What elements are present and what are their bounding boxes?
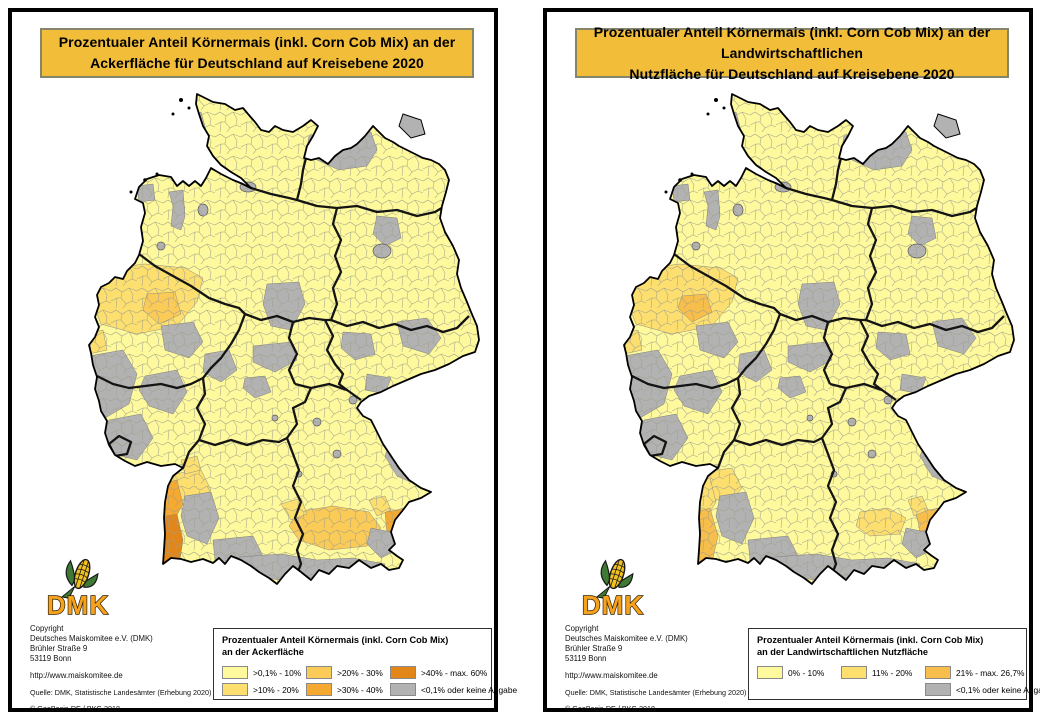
- legend-title-line1: Prozentualer Anteil Körnermais (inkl. Co…: [222, 635, 449, 645]
- island-ruegen: [398, 113, 426, 139]
- legend-label: 21% - max. 26,7%: [956, 667, 1025, 678]
- panel-title-line2: Ackerfläche für Deutschland auf Kreisebe…: [90, 55, 424, 71]
- copyright-block: Copyright Deutsches Maiskomitee e.V. (DM…: [565, 624, 755, 713]
- dmk-logo: DMK: [567, 554, 659, 621]
- legend-swatch-orange26: [925, 666, 951, 679]
- panel-title-banner: Prozentualer Anteil Körnermais (inkl. Co…: [40, 28, 474, 78]
- source-line: Quelle: DMK, Statistische Landesämter (E…: [30, 688, 212, 697]
- corn-cob-icon: [60, 558, 99, 599]
- legend-column: 21% - max. 26,7% <0,1% oder keine Angabe: [925, 664, 1040, 698]
- coastal-islet: [664, 190, 668, 194]
- state-borders: [631, 157, 1005, 575]
- legend-label: 0% - 10%: [788, 667, 825, 678]
- legend-items: >0,1% - 10% >10% - 20% >20% - 30% >30% - 40…: [222, 664, 517, 698]
- legend-label: >0,1% - 10%: [253, 667, 302, 678]
- copyright-block: Copyright Deutsches Maiskomitee e.V. (DM…: [30, 624, 220, 713]
- dmk-corn-logo: DMK: [581, 558, 644, 621]
- coastal-islet: [706, 112, 710, 116]
- coastal-islet: [714, 98, 718, 102]
- coastal-islet: [143, 178, 147, 182]
- legend-swatch-pale: [222, 666, 248, 679]
- panel-ackerflaeche: Prozentualer Anteil Körnermais (inkl. Co…: [8, 8, 517, 713]
- dmk-logo: DMK: [32, 554, 124, 621]
- germany-choropleth-map-nutzflaeche: [623, 93, 1015, 585]
- district-patches: [624, 94, 1014, 584]
- legend-item: >40% - max. 60%: [390, 664, 517, 681]
- country-outline: [88, 93, 480, 585]
- coastal-islet: [187, 106, 191, 110]
- copyright-org: Deutsches Maiskomitee e.V. (DMK): [565, 634, 688, 643]
- copyright-street: Brühler Straße 9: [565, 644, 623, 653]
- legend-ackerflaeche: Prozentualer Anteil Körnermais (inkl. Co…: [213, 628, 517, 700]
- legend-items: 0% - 10% 11% - 20% 21% - max. 26,7% <0,1% o…: [757, 664, 1040, 698]
- district-patches: [89, 94, 479, 584]
- legend-column: >20% - 30% >30% - 40%: [306, 664, 390, 698]
- legend-swatch-darkorange: [390, 666, 416, 679]
- legend-swatch-gold: [841, 666, 867, 679]
- panel-title-line2: Nutzfläche für Deutschland auf Kreiseben…: [629, 65, 955, 82]
- copyright-org: Deutsches Maiskomitee e.V. (DMK): [30, 634, 153, 643]
- legend-item: 21% - max. 26,7%: [925, 664, 1040, 681]
- legend-item: >20% - 30%: [306, 664, 390, 681]
- corn-cob-icon: [595, 558, 634, 599]
- coastal-islet: [722, 106, 726, 110]
- dmk-logo-text: DMK: [582, 590, 644, 620]
- state-borders: [96, 157, 470, 575]
- legend-column: >0,1% - 10% >10% - 20%: [222, 664, 306, 698]
- legend-item: <0,1% oder keine Angabe: [390, 681, 517, 698]
- geobasis-line: © GeoBasis-DE / BKG 2018: [565, 704, 655, 713]
- legend-column: >40% - max. 60% <0,1% oder keine Angabe: [390, 664, 517, 698]
- copyright-city: 53119 Bonn: [30, 654, 72, 663]
- copyright-label: Copyright: [30, 624, 64, 633]
- legend-title-line2: an der Ackerfläche: [222, 646, 304, 657]
- coastal-islet: [171, 112, 175, 116]
- legend-label: >40% - max. 60%: [421, 667, 488, 678]
- copyright-street: Brühler Straße 9: [30, 644, 88, 653]
- copyright-city: 53119 Bonn: [565, 654, 607, 663]
- legend-item: <0,1% oder keine Angabe: [925, 681, 1040, 698]
- island-ruegen: [933, 113, 961, 139]
- legend-item: 11% - 20%: [841, 664, 925, 681]
- legend-swatch-gold: [222, 683, 248, 696]
- legend-item: 0% - 10%: [757, 664, 841, 681]
- legend-column: 0% - 10%: [757, 664, 841, 698]
- panel-title-line1: Prozentualer Anteil Körnermais (inkl. Co…: [593, 23, 991, 61]
- legend-label: <0,1% oder keine Angabe: [421, 684, 518, 695]
- geobasis-line: © GeoBasis-DE / BKG 2018: [30, 704, 120, 713]
- coastal-islet: [678, 178, 682, 182]
- legend-label: >20% - 30%: [337, 667, 383, 678]
- legend-item: >10% - 20%: [222, 681, 306, 698]
- legend-nutzflaeche: Prozentualer Anteil Körnermais (inkl. Co…: [748, 628, 1040, 700]
- country-outline: [623, 93, 1015, 585]
- dmk-corn-logo: DMK: [46, 558, 109, 621]
- legend-label: >30% - 40%: [337, 684, 383, 695]
- coastal-islet: [129, 190, 133, 194]
- legend-label: <0,1% oder keine Angabe: [956, 684, 1040, 695]
- panel-title-banner: Prozentualer Anteil Körnermais (inkl. Co…: [575, 24, 1009, 82]
- legend-label: 11% - 20%: [872, 667, 913, 678]
- legend-column: 11% - 20%: [841, 664, 925, 698]
- panel-title-line1: Prozentualer Anteil Körnermais (inkl. Co…: [58, 34, 456, 50]
- coastal-islet: [155, 172, 159, 176]
- panel-nutzflaeche: Prozentualer Anteil Körnermais (inkl. Co…: [543, 8, 1040, 713]
- dmk-logo-text: DMK: [47, 590, 109, 620]
- legend-swatch-orange: [306, 683, 332, 696]
- coastal-islet: [179, 98, 183, 102]
- legend-item: >0,1% - 10%: [222, 664, 306, 681]
- website-url: http://www.maiskomitee.de: [30, 671, 123, 680]
- legend-swatch-gray: [390, 683, 416, 696]
- legend-swatch-pale: [757, 666, 783, 679]
- legend-swatch-lightorange: [306, 666, 332, 679]
- legend-swatch-gray: [925, 683, 951, 696]
- legend-item: >30% - 40%: [306, 681, 390, 698]
- copyright-label: Copyright: [565, 624, 599, 633]
- legend-title-line2: an der Landwirtschaftlichen Nutzfläche: [757, 646, 929, 657]
- germany-choropleth-map-ackerflaeche: [88, 93, 480, 585]
- legend-label: >10% - 20%: [253, 684, 299, 695]
- source-line: Quelle: DMK, Statistische Landesämter (E…: [565, 688, 747, 697]
- legend-title-line1: Prozentualer Anteil Körnermais (inkl. Co…: [757, 635, 984, 645]
- website-url: http://www.maiskomitee.de: [565, 671, 658, 680]
- coastal-islet: [690, 172, 694, 176]
